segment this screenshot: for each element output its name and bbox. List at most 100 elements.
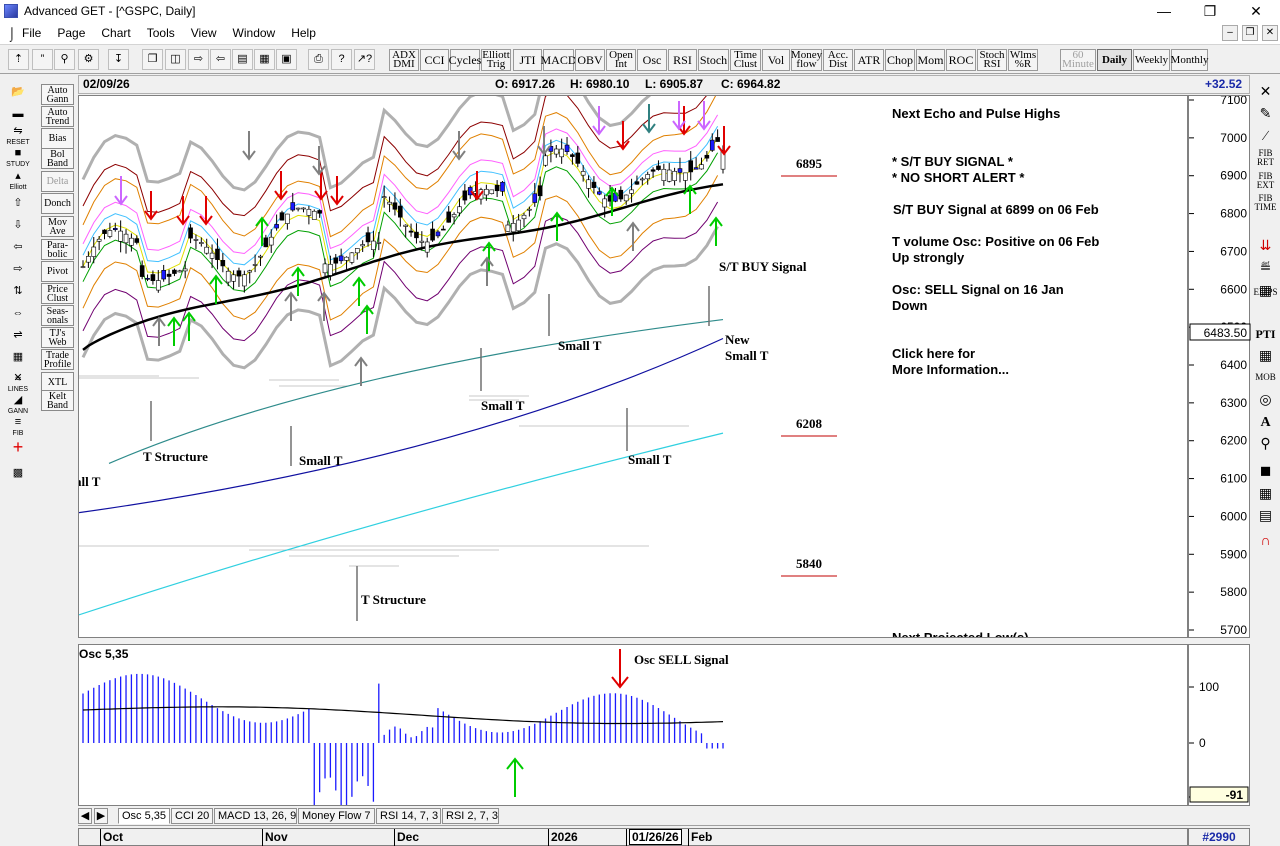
- close-icon[interactable]: ✕: [1250, 3, 1262, 19]
- tool-mov-ave-button[interactable]: Mov Ave: [41, 216, 74, 237]
- elliott-icon[interactable]: ▴ Elliott: [9, 170, 27, 192]
- study-label-icon[interactable]: ■ STUDY: [6, 147, 30, 169]
- print-icon[interactable]: ⎙: [308, 49, 329, 70]
- toolbar-cci-button[interactable]: CCI: [420, 49, 449, 71]
- timeframe-weekly-button[interactable]: Weekly: [1133, 49, 1170, 71]
- tool-parabolic-button[interactable]: Para-bolic: [41, 239, 74, 260]
- toolbar-open-int-button[interactable]: Open Int: [606, 49, 636, 71]
- right-tool-note-icon[interactable]: ▤: [1258, 508, 1273, 524]
- info-link-2[interactable]: More Information...: [892, 362, 1009, 377]
- menu-help[interactable]: Help: [291, 26, 316, 40]
- toolbar-acc-dist-button[interactable]: Acc. Dist: [823, 49, 853, 71]
- gear-icon[interactable]: ⚙: [78, 49, 99, 70]
- menu-file[interactable]: File: [22, 26, 42, 40]
- down-arrow-icon[interactable]: ⇩: [13, 219, 23, 231]
- grid-icon[interactable]: ▦: [254, 49, 275, 70]
- right-tool-pencil-icon[interactable]: ✎: [1259, 106, 1272, 122]
- right-scroll-icon[interactable]: ⇦: [210, 49, 231, 70]
- tab-scroll-right-icon[interactable]: ▶: [94, 808, 108, 824]
- grid-icon[interactable]: ▦: [12, 351, 24, 363]
- toolbar-roc-button[interactable]: ROC: [946, 49, 976, 71]
- folder-open-icon[interactable]: 📂: [11, 86, 25, 98]
- tool-donch-button[interactable]: Donch: [41, 193, 74, 214]
- tab-osc-5-35[interactable]: Osc 5,35: [118, 808, 170, 824]
- copy-icon[interactable]: ❐: [142, 49, 163, 70]
- layout-icon[interactable]: ▤: [232, 49, 253, 70]
- tool-tjs-web-button[interactable]: TJ's Web: [41, 327, 74, 348]
- toolbar-stoch-button[interactable]: Stoch: [698, 49, 729, 71]
- tab-macd-13-26-9[interactable]: MACD 13, 26, 9: [214, 808, 297, 824]
- right-tool-andrews-icon[interactable]: ⇊: [1259, 238, 1272, 254]
- right-tool-fib-ext-icon[interactable]: FIB EXT: [1255, 171, 1276, 191]
- tool-delta-button[interactable]: Delta: [41, 171, 74, 192]
- oscillator-canvas[interactable]: Osc SELL Signal Osc 5,35: [79, 645, 1188, 806]
- toolbar-obv-button[interactable]: OBV: [575, 49, 605, 71]
- gann-icon[interactable]: ◢ GANN: [7, 394, 29, 416]
- left-arrow-icon[interactable]: ⇦: [13, 241, 23, 253]
- toolbar-vol-button[interactable]: Vol: [762, 49, 790, 71]
- lines-icon[interactable]: ✕ LINES: [7, 372, 29, 394]
- tool-pivot-button[interactable]: Pivot: [41, 261, 74, 282]
- tool-bias-button[interactable]: Bias: [41, 128, 74, 149]
- tool-price-clust-button[interactable]: Price Clust: [41, 283, 74, 304]
- tool-bol-band-button[interactable]: Bol Band: [41, 148, 74, 169]
- document-icon[interactable]: ⌡: [8, 25, 16, 41]
- toolbar-money-flow-button[interactable]: Money flow: [791, 49, 822, 71]
- toolbar-rsi-button[interactable]: RSI: [668, 49, 697, 71]
- mdi-close-icon[interactable]: ✕: [1262, 25, 1278, 41]
- context-help-icon[interactable]: ↗?: [354, 49, 375, 70]
- toolbar-mom-button[interactable]: Mom: [916, 49, 945, 71]
- right-tool-zoom-icon[interactable]: ⚲: [1260, 436, 1271, 452]
- toolbar-elliott-trig-button[interactable]: Elliott Trig: [481, 49, 511, 71]
- menu-page[interactable]: Page: [57, 26, 86, 40]
- right-arrow-icon[interactable]: ⇨: [13, 263, 23, 275]
- left-scroll-icon[interactable]: ⇨: [188, 49, 209, 70]
- right-tool-checker-icon[interactable]: ▦: [1258, 486, 1273, 502]
- calculator-icon[interactable]: ▩: [12, 467, 24, 479]
- time-axis[interactable]: Oct Nov Dec 2026 01/26/26 Feb: [78, 828, 1188, 846]
- maximize-icon[interactable]: ❐: [1203, 3, 1217, 19]
- toolbar-jti-button[interactable]: JTI: [513, 49, 542, 71]
- wave-icon[interactable]: ≈: [14, 373, 22, 385]
- info-link-1[interactable]: Click here for: [892, 346, 976, 361]
- crosshair-icon[interactable]: +: [12, 437, 24, 457]
- tool-seasonals-button[interactable]: Seas-onals: [41, 305, 74, 326]
- tile-icon[interactable]: ▣: [276, 49, 297, 70]
- right-tool-pti-icon[interactable]: PTI: [1255, 324, 1276, 344]
- tool-kelt-band-button[interactable]: Kelt Band: [41, 390, 74, 411]
- menu-chart[interactable]: Chart: [101, 26, 131, 40]
- price-axis[interactable]: 7100700069006800670066006500640063006200…: [1188, 93, 1251, 638]
- toolbar-chop-button[interactable]: Chop: [885, 49, 915, 71]
- toolbar-macd-button[interactable]: MACD: [541, 49, 577, 71]
- tab-scroll-left-icon[interactable]: ◀: [78, 808, 92, 824]
- help-icon[interactable]: ?: [331, 49, 352, 70]
- timeframe-monthly-button[interactable]: Monthly: [1171, 49, 1208, 71]
- spread-icon[interactable]: ⇔: [12, 307, 24, 319]
- fib-icon[interactable]: ≡ FIB: [12, 416, 24, 438]
- right-tool-ellipse-icon[interactable]: ELIPS: [1254, 282, 1278, 302]
- timeframe-daily-button[interactable]: Daily: [1097, 49, 1132, 71]
- right-tool-table-icon[interactable]: ▦: [1258, 348, 1273, 364]
- toolbar-wims-r-button[interactable]: Wlms %R: [1008, 49, 1038, 71]
- right-tool-parallel-icon[interactable]: ≝: [1259, 260, 1272, 276]
- toolbar-time-clust-button[interactable]: Time Clust: [730, 49, 761, 71]
- right-tool-line-icon[interactable]: ∕: [1264, 128, 1267, 144]
- right-tool-close-x-icon[interactable]: ✕: [1259, 84, 1272, 100]
- timeframe-60-minute-button[interactable]: 60 Minute: [1060, 49, 1096, 71]
- reset-icon[interactable]: ⇋ RESET: [6, 125, 30, 147]
- save-icon[interactable]: ◫: [165, 49, 186, 70]
- right-tool-fib-ret-icon[interactable]: FIB RET: [1255, 148, 1276, 168]
- split-icon[interactable]: ⇅: [13, 285, 23, 297]
- toolbar-atr-button[interactable]: ATR: [854, 49, 884, 71]
- download-icon[interactable]: ↧: [108, 49, 129, 70]
- up-arrow-icon[interactable]: ⇧: [13, 197, 23, 209]
- right-tool-magnet-icon[interactable]: ∩: [1260, 533, 1271, 549]
- tab-cci-20[interactable]: CCI 20: [171, 808, 213, 824]
- price-chart[interactable]: S/T BUY Signal New Small T Small T Small T Sm…: [78, 95, 1188, 638]
- oscillator-chart[interactable]: Osc SELL Signal Osc 5,35: [78, 644, 1188, 806]
- right-tool-grid-icon[interactable]: ▦: [1258, 283, 1273, 299]
- minimize-icon[interactable]: —: [1157, 3, 1171, 19]
- tab-rsi-14-7-3[interactable]: RSI 14, 7, 3: [376, 808, 441, 824]
- right-tool-fib-time-icon[interactable]: FIB TIME: [1255, 193, 1277, 213]
